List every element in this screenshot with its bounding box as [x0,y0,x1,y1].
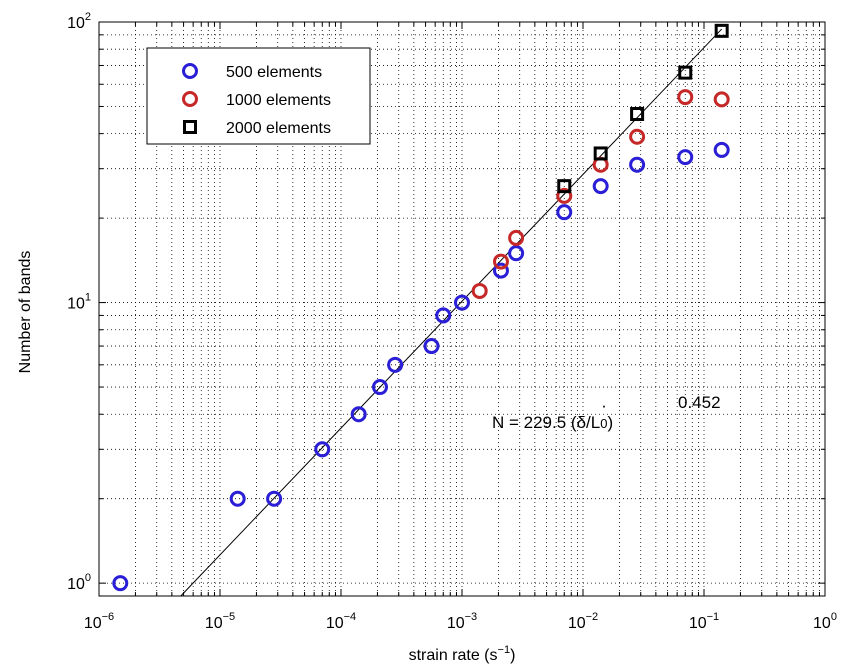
fit-equation-dot: · [601,396,607,415]
series-2 [557,23,729,194]
data-point [492,262,509,279]
data-point [713,91,730,108]
series-0 [112,141,730,592]
fit-equation-part: N = 229.5 ( [492,413,577,432]
x-tick-label: 10−3 [447,611,477,632]
x-axis-label-main: strain rate (s [409,647,498,664]
data-point [471,282,488,299]
data-point [314,441,331,458]
fit-equation-exponent: 0.452 [678,393,721,412]
fit-equation: N = 229.5 (δ/L0)· 0.452 [492,393,721,432]
data-point [556,204,573,221]
legend-marker [183,120,197,134]
data-point [112,575,129,592]
legend-label: 2000 elements [226,120,331,137]
data-point [423,338,440,355]
series-1 [471,89,730,299]
tick-labels: 10−6 10−5 10−4 10−3 10−2 10−1 100 100 101 102 [67,11,837,632]
x-tick-label: 10−1 [689,611,719,632]
x-axis-label: strain rate (s−1) [409,644,516,664]
data-point [387,356,404,373]
fit-line-group [180,28,723,597]
x-tick-label: 100 [813,611,837,632]
axis-ticks [98,22,825,597]
y-tick-label: 101 [67,292,91,313]
y-axis-label: Number of bands [17,251,34,374]
data-point [266,490,283,507]
data-point [677,149,694,166]
data-point [713,141,730,158]
fit-equation-part: δ [577,413,586,432]
fit-line [180,28,723,597]
x-axis-label-end: ) [510,647,515,664]
data-point [629,156,646,173]
fit-equation-part: 0 [600,416,607,431]
data-point [508,229,525,246]
x-tick-label: 10−5 [205,611,235,632]
y-tick-label: 102 [67,11,91,32]
data-point [508,245,525,262]
legend-label: 1000 elements [226,92,331,109]
data-point [677,89,694,106]
fit-equation-text: N = 229.5 (δ/L0) [492,413,613,432]
data-point [350,406,367,423]
data-point [630,107,645,122]
data-markers [112,23,730,592]
data-point [557,179,572,194]
legend-marker [182,63,198,79]
x-tick-label: 10−6 [84,611,114,632]
data-point [229,490,246,507]
x-tick-label: 10−2 [568,611,598,632]
data-point [592,178,609,195]
data-point [593,146,608,161]
data-point [371,379,388,396]
y-tick-label: 100 [67,572,91,593]
fit-equation-part: /L [586,413,600,432]
x-axis-label-sup: −1 [498,644,511,656]
data-point [435,307,452,324]
legend: 500 elements 1000 elements 2000 elements [146,47,371,145]
data-point [556,187,573,204]
data-point [714,23,729,38]
data-point [454,294,470,311]
data-point [492,253,509,270]
fit-equation-part: ) [607,413,613,432]
legend-label: 500 elements [226,64,322,81]
legend-marker [182,91,198,107]
x-tick-label: 10−4 [326,611,356,632]
data-point [678,65,693,80]
data-point [629,128,646,145]
